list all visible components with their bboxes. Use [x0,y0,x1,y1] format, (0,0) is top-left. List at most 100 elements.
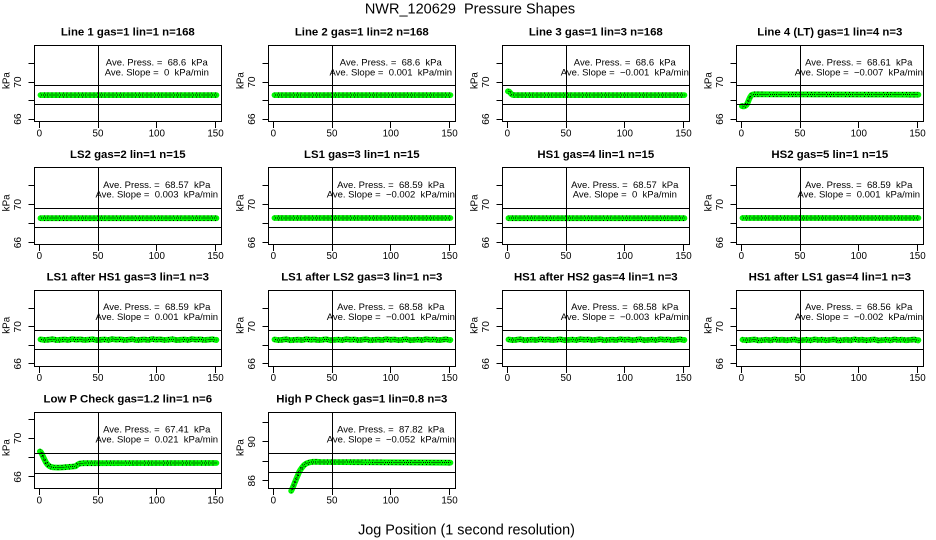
svg-text:0: 0 [505,129,511,140]
svg-text:0: 0 [37,496,43,507]
svg-text:150: 150 [207,496,224,507]
svg-text:0: 0 [739,129,745,140]
svg-text:Ave. Press. = 87.82 kPa: Ave. Press. = 87.82 kPa [337,425,445,436]
svg-text:70: 70 [481,199,492,211]
svg-text:66: 66 [481,358,492,370]
svg-text:100: 100 [383,496,400,507]
svg-text:Ave. Press. = 68.59 kPa: Ave. Press. = 68.59 kPa [805,180,913,191]
svg-text:Ave. Slope = −0.007 kPa/min: Ave. Slope = −0.007 kPa/min [795,67,923,78]
svg-text:66: 66 [715,237,726,249]
svg-text:NWR_120629 Pressure Shapes: NWR_120629 Pressure Shapes [365,1,575,17]
svg-text:Ave. Slope = −0.002 kPa/min: Ave. Slope = −0.002 kPa/min [327,190,455,201]
svg-text:50: 50 [93,251,104,262]
svg-text:50: 50 [93,129,104,140]
svg-text:150: 150 [207,129,224,140]
svg-text:Low P Check gas=1.2 lin=1 n=6: Low P Check gas=1.2 lin=1 n=6 [44,394,213,406]
svg-text:Ave. Slope = 0.001 kPa/min: Ave. Slope = 0.001 kPa/min [95,312,218,323]
svg-text:50: 50 [327,496,338,507]
svg-text:66: 66 [715,113,726,125]
svg-text:150: 150 [441,373,458,384]
svg-text:66: 66 [13,471,24,483]
svg-text:kPa: kPa [469,72,480,89]
svg-text:Line 3 gas=1 lin=3 n=168: Line 3 gas=1 lin=3 n=168 [529,27,663,39]
svg-text:kPa: kPa [703,316,714,333]
svg-text:kPa: kPa [1,316,12,333]
svg-text:kPa: kPa [235,72,246,89]
svg-text:Ave. Press. = 67.41 kPa: Ave. Press. = 67.41 kPa [103,425,211,436]
svg-text:150: 150 [441,129,458,140]
svg-text:LS1 after HS1 gas=3 lin=1 n=3: LS1 after HS1 gas=3 lin=1 n=3 [47,271,209,283]
svg-text:66: 66 [247,237,258,249]
svg-text:0: 0 [271,129,277,140]
svg-text:100: 100 [149,496,166,507]
svg-text:Ave. Press. = 68.57 kPa: Ave. Press. = 68.57 kPa [571,180,679,191]
svg-text:LS1 after LS2 gas=3 lin=1 n=3: LS1 after LS2 gas=3 lin=1 n=3 [281,271,442,283]
svg-text:Ave. Slope = −0.003 kPa/min: Ave. Slope = −0.003 kPa/min [561,312,689,323]
svg-text:100: 100 [149,373,166,384]
svg-text:66: 66 [13,237,24,249]
svg-text:100: 100 [149,129,166,140]
svg-text:Line 1 gas=1 lin=1 n=168: Line 1 gas=1 lin=1 n=168 [61,27,195,39]
svg-text:150: 150 [675,251,692,262]
svg-text:0: 0 [739,373,745,384]
svg-text:Ave. Press. = 68.58 kPa: Ave. Press. = 68.58 kPa [571,302,679,313]
svg-text:kPa: kPa [703,72,714,89]
svg-text:70: 70 [481,321,492,333]
svg-text:70: 70 [247,321,258,333]
svg-text:0: 0 [37,129,43,140]
svg-text:66: 66 [715,358,726,370]
svg-text:Ave. Slope = 0.001 kPa/min: Ave. Slope = 0.001 kPa/min [797,190,920,201]
svg-text:kPa: kPa [235,439,246,456]
svg-text:66: 66 [481,113,492,125]
svg-text:Ave. Press. = 68.57 kPa: Ave. Press. = 68.57 kPa [103,180,211,191]
svg-text:Ave. Press. = 68.59 kPa: Ave. Press. = 68.59 kPa [337,180,445,191]
svg-text:70: 70 [715,321,726,333]
svg-text:kPa: kPa [1,439,12,456]
svg-text:Ave. Press. = 68.58 kPa: Ave. Press. = 68.58 kPa [337,302,445,313]
svg-text:70: 70 [13,432,24,444]
svg-text:50: 50 [795,129,806,140]
svg-text:150: 150 [441,251,458,262]
svg-text:Ave. Slope = 0.003 kPa/min: Ave. Slope = 0.003 kPa/min [95,190,218,201]
svg-text:100: 100 [617,129,634,140]
svg-text:LS1 gas=3 lin=1 n=15: LS1 gas=3 lin=1 n=15 [304,149,420,161]
svg-text:kPa: kPa [1,194,12,211]
svg-text:150: 150 [207,251,224,262]
svg-text:50: 50 [795,373,806,384]
svg-text:100: 100 [851,373,868,384]
svg-text:150: 150 [675,129,692,140]
svg-text:100: 100 [383,373,400,384]
svg-text:kPa: kPa [1,72,12,89]
svg-text:HS2 gas=5 lin=1 n=15: HS2 gas=5 lin=1 n=15 [771,149,888,161]
svg-text:150: 150 [909,251,926,262]
svg-text:100: 100 [617,251,634,262]
svg-text:70: 70 [13,76,24,88]
svg-text:kPa: kPa [235,316,246,333]
svg-text:50: 50 [93,496,104,507]
svg-text:50: 50 [327,251,338,262]
svg-text:0: 0 [271,251,277,262]
svg-text:Ave. Slope = 0 kPa/min: Ave. Slope = 0 kPa/min [105,67,209,78]
svg-text:Ave. Slope = −0.001 kPa/min: Ave. Slope = −0.001 kPa/min [327,312,455,323]
svg-text:0: 0 [739,251,745,262]
svg-text:Ave. Slope = −0.002 kPa/min: Ave. Slope = −0.002 kPa/min [795,312,923,323]
svg-text:Jog Position (1 second resolut: Jog Position (1 second resolution) [358,523,575,539]
svg-text:70: 70 [715,76,726,88]
svg-text:50: 50 [327,373,338,384]
svg-text:Ave. Press. = 68.6 kPa: Ave. Press. = 68.6 kPa [106,58,209,69]
svg-text:70: 70 [247,199,258,211]
svg-text:70: 70 [13,321,24,333]
svg-text:kPa: kPa [469,194,480,211]
svg-text:kPa: kPa [703,194,714,211]
svg-text:Ave. Press. = 68.6 kPa: Ave. Press. = 68.6 kPa [574,58,677,69]
svg-text:150: 150 [909,129,926,140]
svg-text:50: 50 [561,129,572,140]
svg-text:Ave. Slope = 0.001 kPa/min: Ave. Slope = 0.001 kPa/min [329,67,452,78]
svg-text:70: 70 [481,76,492,88]
svg-text:50: 50 [795,251,806,262]
svg-text:70: 70 [715,199,726,211]
svg-text:kPa: kPa [469,316,480,333]
svg-text:66: 66 [13,113,24,125]
svg-text:Ave. Press. = 68.59 kPa: Ave. Press. = 68.59 kPa [103,302,211,313]
svg-text:150: 150 [441,496,458,507]
